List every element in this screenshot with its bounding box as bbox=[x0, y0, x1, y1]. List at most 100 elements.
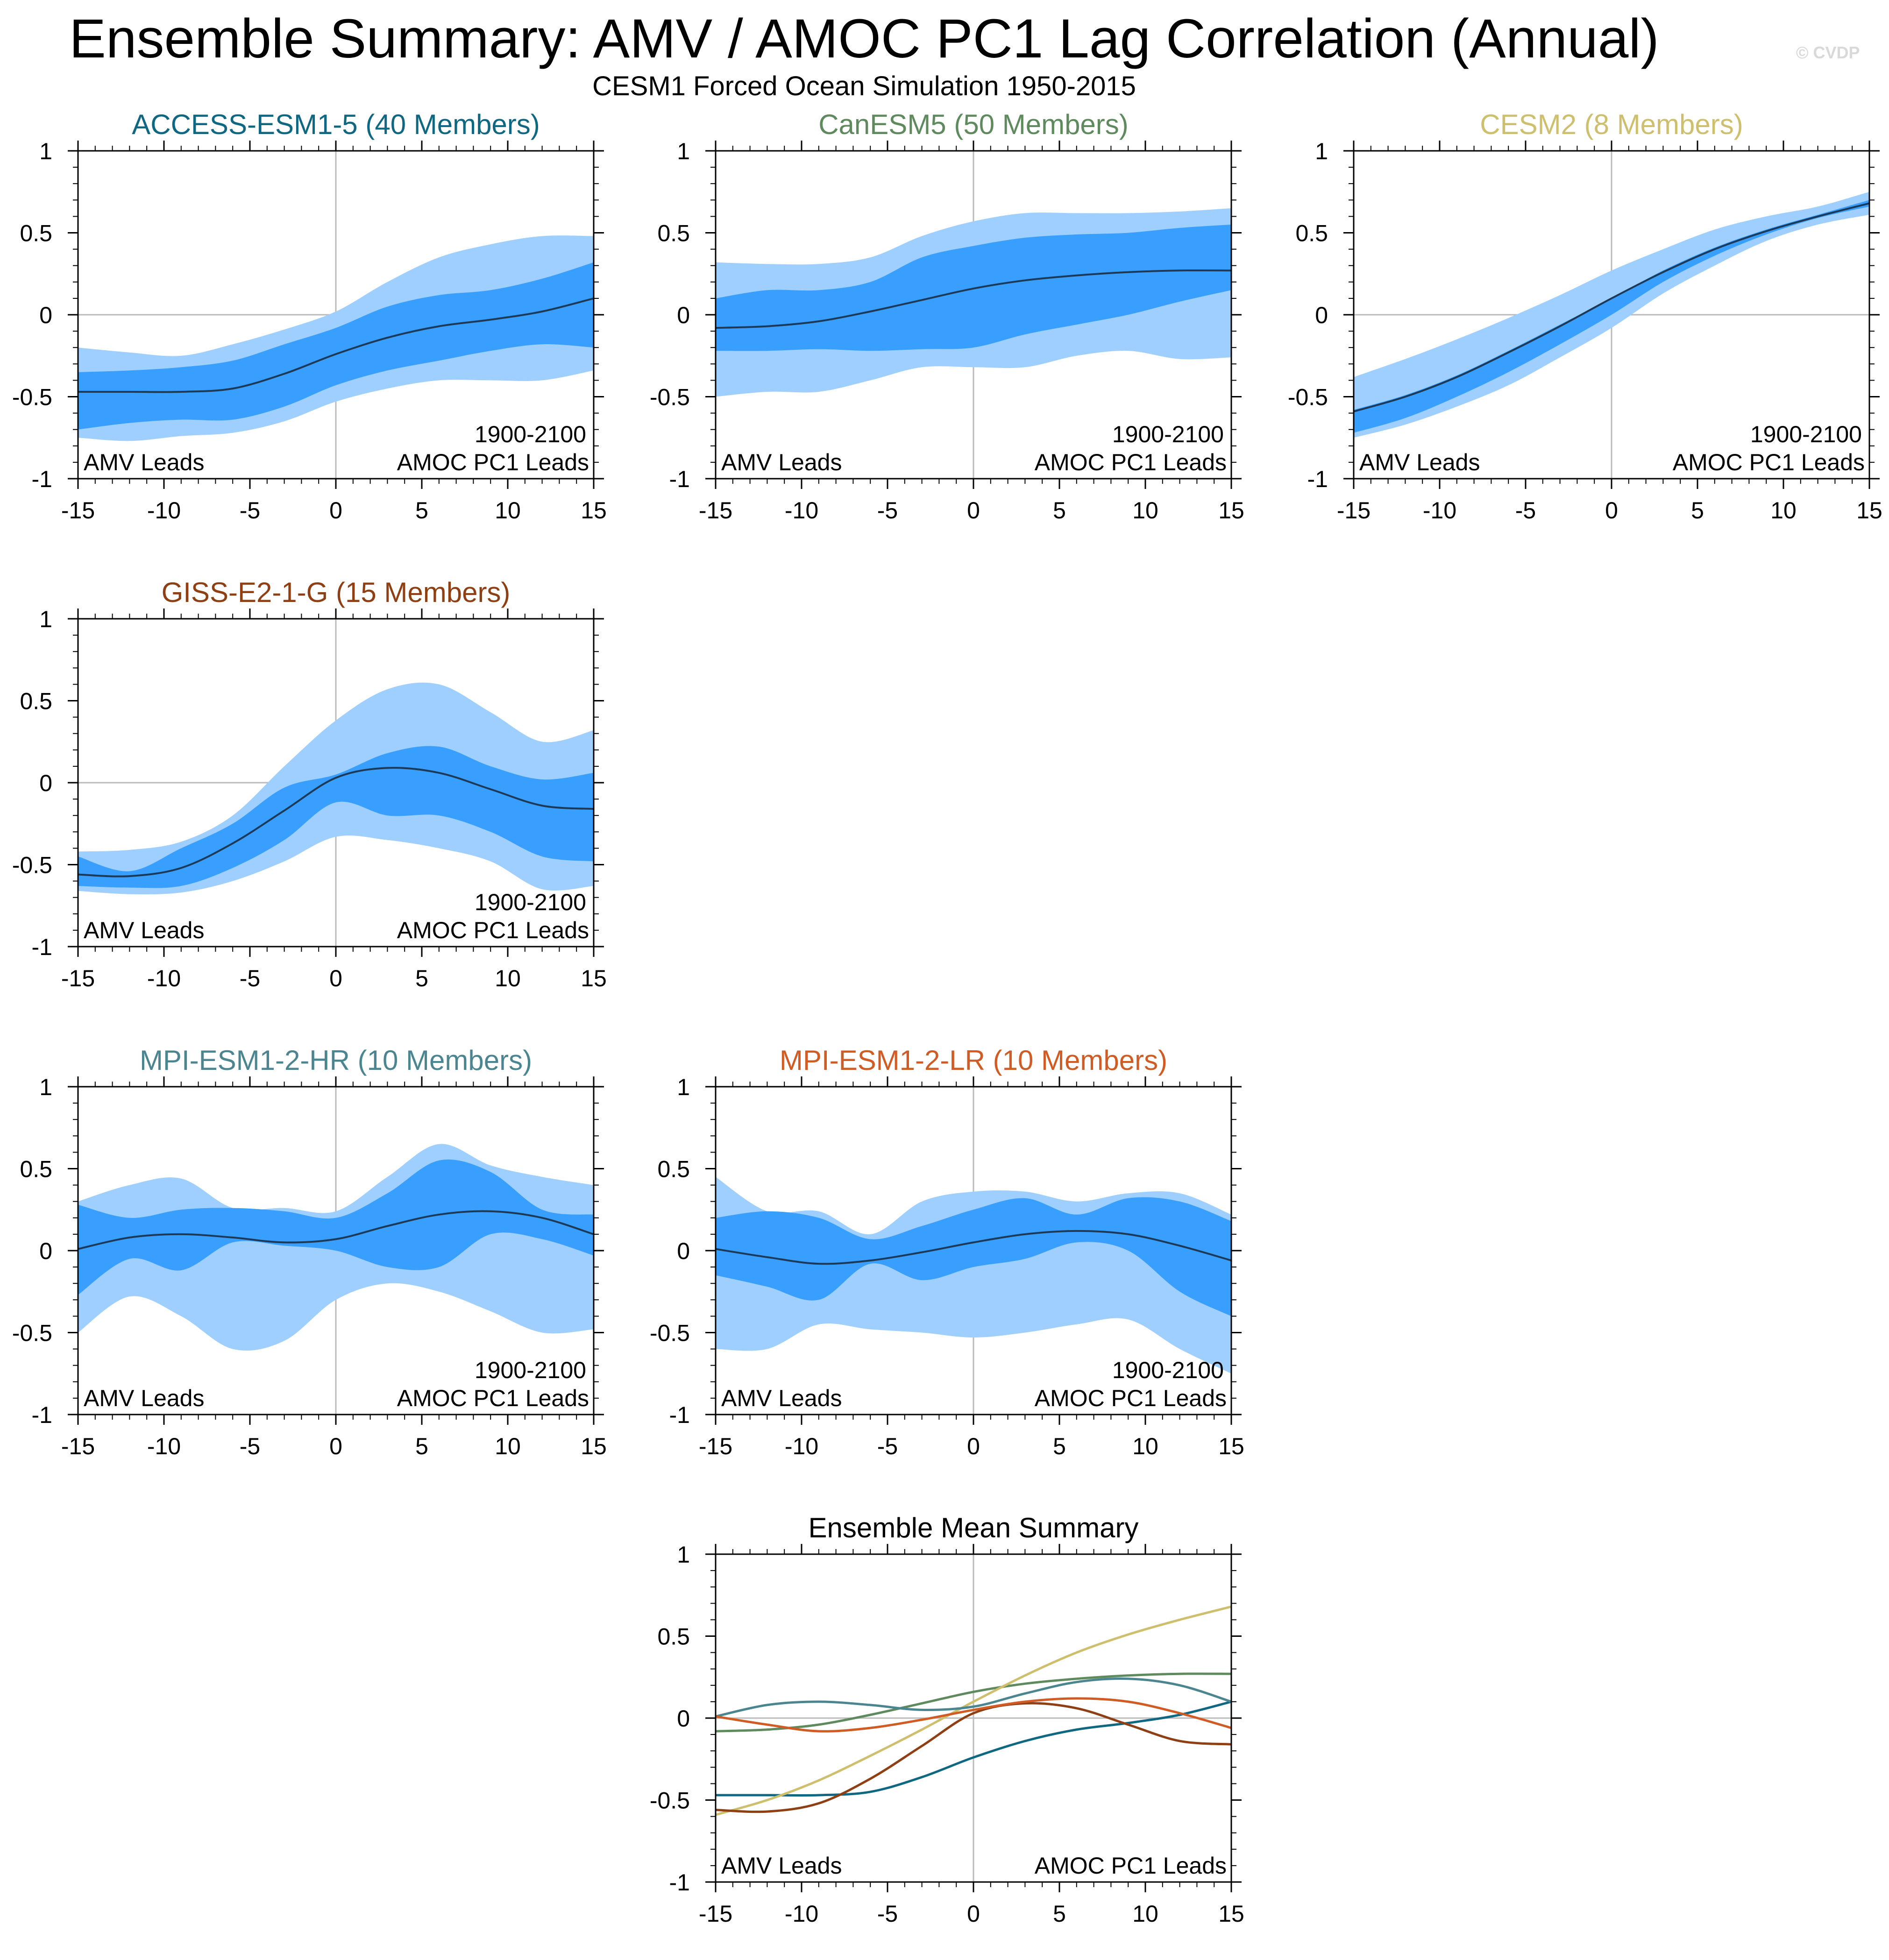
x-tick-label: 5 bbox=[1053, 497, 1066, 524]
amv-leads-label: AMV Leads bbox=[721, 1385, 842, 1411]
x-tick-label: -10 bbox=[147, 965, 181, 991]
y-tick-label: 0 bbox=[1315, 302, 1328, 328]
x-tick-label: 5 bbox=[415, 497, 428, 524]
x-tick-label: -10 bbox=[785, 497, 818, 524]
amv-leads-label: AMV Leads bbox=[721, 449, 842, 475]
x-tick-label: -15 bbox=[699, 1901, 732, 1927]
series-line-giss-e2-1-g bbox=[716, 1702, 1231, 1813]
amoc-leads-label: AMOC PC1 Leads bbox=[397, 917, 589, 943]
x-tick-label: -15 bbox=[61, 1433, 95, 1459]
y-tick-label: 0 bbox=[677, 1705, 690, 1732]
x-tick-label: -5 bbox=[877, 497, 898, 524]
plot-area bbox=[716, 151, 1231, 479]
ensemble-mean-line bbox=[716, 269, 1231, 329]
y-tick-label: 1 bbox=[677, 1074, 690, 1100]
inner-range-band bbox=[78, 262, 594, 430]
y-tick-label: -0.5 bbox=[650, 384, 690, 410]
panel-title: ACCESS-ESM1-5 (40 Members) bbox=[132, 109, 540, 140]
panel-3: CESM2 (8 Members) -15 -10 -5 0 5 10 15 1 0.5 0 -0.5… bbox=[1288, 109, 1882, 524]
y-tick-label: 0.5 bbox=[20, 1156, 52, 1182]
y-tick-label: -0.5 bbox=[12, 1320, 52, 1346]
period-label: 1900-2100 bbox=[1750, 421, 1862, 447]
watermark: © CVDP bbox=[1796, 43, 1860, 62]
period-label: 1900-2100 bbox=[475, 421, 586, 447]
inner-range-band bbox=[1354, 200, 1869, 433]
series-line-canesm5 bbox=[716, 1672, 1231, 1733]
x-tick-label: -10 bbox=[1423, 497, 1456, 524]
x-tick-label: -10 bbox=[785, 1901, 818, 1927]
y-tick-label: 1 bbox=[39, 138, 52, 164]
x-tick-label: 0 bbox=[967, 497, 980, 524]
x-tick-label: -5 bbox=[877, 1433, 898, 1459]
x-tick-label: 10 bbox=[495, 497, 521, 524]
x-tick-label: -15 bbox=[61, 497, 95, 524]
panel-6: MPI-ESM1-2-LR (10 Members)-15 -10 -5 0 5 10 15… bbox=[650, 1045, 1244, 1459]
y-tick-label: -1 bbox=[32, 1402, 52, 1428]
panel-title: MPI-ESM1-2-LR (10 Members) bbox=[780, 1045, 1167, 1076]
panel-title: CanESM5 (50 Members) bbox=[818, 109, 1129, 140]
period-label: 1900-2100 bbox=[475, 1357, 586, 1383]
period-label: 1900-2100 bbox=[1112, 421, 1224, 447]
y-tick-label: 1 bbox=[677, 138, 690, 164]
page-subtitle: CESM1 Forced Ocean Simulation 1950-2015 bbox=[592, 71, 1136, 101]
x-tick-label: -5 bbox=[1515, 497, 1536, 524]
x-tick-label: -5 bbox=[877, 1901, 898, 1927]
x-tick-label: 5 bbox=[415, 1433, 428, 1459]
x-tick-label: 0 bbox=[967, 1433, 980, 1459]
y-tick-label: -0.5 bbox=[650, 1320, 690, 1346]
x-tick-label: 0 bbox=[329, 965, 342, 991]
x-tick-label: 5 bbox=[1053, 1901, 1066, 1927]
y-tick-label: -0.5 bbox=[12, 852, 52, 878]
x-tick-label: 15 bbox=[1218, 1433, 1244, 1459]
x-tick-label: 10 bbox=[1770, 497, 1797, 524]
amoc-leads-label: AMOC PC1 Leads bbox=[1035, 449, 1227, 475]
amv-leads-label: AMV Leads bbox=[1359, 449, 1480, 475]
panel-title: CESM2 (8 Members) bbox=[1480, 109, 1743, 140]
x-tick-label: 0 bbox=[329, 497, 342, 524]
amoc-leads-label: AMOC PC1 Leads bbox=[1035, 1385, 1227, 1411]
amv-leads-label: AMV Leads bbox=[84, 449, 204, 475]
series-line-access-esm1-5 bbox=[716, 1700, 1231, 1797]
x-tick-label: 15 bbox=[1856, 497, 1882, 524]
y-tick-label: 1 bbox=[677, 1542, 690, 1568]
x-tick-label: -5 bbox=[240, 1433, 260, 1459]
x-tick-label: 10 bbox=[1132, 497, 1158, 524]
amoc-leads-label: AMOC PC1 Leads bbox=[1673, 449, 1865, 475]
y-tick-label: 0.5 bbox=[20, 688, 52, 715]
amoc-leads-label: AMOC PC1 Leads bbox=[1035, 1853, 1227, 1879]
x-tick-label: 10 bbox=[495, 965, 521, 991]
series-line-mpi-esm1-2-lr bbox=[716, 1697, 1231, 1733]
amv-leads-label: AMV Leads bbox=[721, 1853, 842, 1879]
y-tick-label: -1 bbox=[669, 1869, 690, 1896]
series-line-mpi-esm1-2-hr bbox=[716, 1677, 1231, 1718]
panel-4: GISS-E2-1-G (15 Members)-15 -10 -5 0 5 10 1510… bbox=[12, 577, 607, 991]
ensemble-mean-line bbox=[1354, 202, 1869, 413]
x-tick-label: -15 bbox=[1337, 497, 1371, 524]
x-tick-label: 15 bbox=[1218, 497, 1244, 524]
panel-7: Ensemble Mean Summary -15 -10 -5 0 5 10 15 1 0.5 0… bbox=[650, 1512, 1244, 1927]
amv-leads-label: AMV Leads bbox=[84, 1385, 204, 1411]
ensemble-mean-line bbox=[78, 297, 594, 393]
x-tick-label: 10 bbox=[1132, 1433, 1158, 1459]
x-tick-label: -15 bbox=[699, 1433, 732, 1459]
x-tick-label: -10 bbox=[147, 1433, 181, 1459]
panel-title: GISS-E2-1-G (15 Members) bbox=[162, 577, 511, 608]
amoc-leads-label: AMOC PC1 Leads bbox=[397, 1385, 589, 1411]
panel-title: Ensemble Mean Summary bbox=[809, 1512, 1139, 1543]
plot-area bbox=[1354, 151, 1869, 479]
y-tick-label: 0 bbox=[39, 1238, 52, 1264]
x-tick-label: 0 bbox=[1605, 497, 1618, 524]
plot-area bbox=[716, 1554, 1231, 1882]
ensemble-mean-line bbox=[78, 767, 594, 877]
y-tick-label: 0.5 bbox=[657, 1624, 690, 1650]
x-tick-label: 5 bbox=[1053, 1433, 1066, 1459]
x-tick-label: 5 bbox=[1691, 497, 1704, 524]
y-tick-label: -1 bbox=[32, 934, 52, 960]
inner-range-band bbox=[716, 1197, 1231, 1316]
plot-area bbox=[78, 619, 594, 947]
period-label: 1900-2100 bbox=[1112, 1357, 1224, 1383]
x-tick-label: -5 bbox=[240, 965, 260, 991]
ensemble-mean-line bbox=[716, 1230, 1231, 1265]
plot-area bbox=[78, 151, 594, 479]
